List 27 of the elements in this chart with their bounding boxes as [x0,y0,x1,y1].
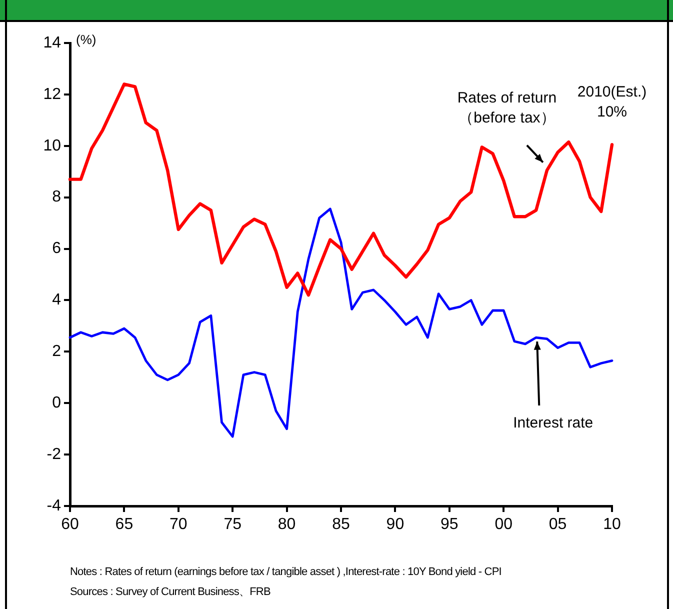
x-tick-label: 00 [494,516,513,534]
source-note: Sources : Survey of Current Business、FRB [70,585,272,600]
annotation: Interest rate [513,414,594,432]
y-tick-label: 2 [52,343,62,360]
x-tick-label: 90 [386,516,404,534]
x-tick-label: 80 [278,516,296,534]
x-tick-label: 05 [548,516,567,534]
y-tick-label: 0 [52,394,62,412]
text: Notes : Rates of return (earnings before tax / tangible asset ) ,Interest-rate : 10Y Bond yield - CPI [70,565,502,580]
annotation: Rates of return （before tax） [457,89,557,126]
x-tick-label: 95 [440,516,458,534]
y-axis-title: (%) [76,32,96,48]
x-tick-label: 65 [115,516,134,534]
x-tick-label: 75 [224,516,242,534]
y-tick-label: 10 [43,137,62,154]
annotation: 2010(Est.) 10% [577,84,647,121]
y-tick-label: 6 [52,240,62,258]
y-tick-label: 14 [43,34,62,52]
y-tick-label: 8 [52,188,62,206]
x-tick-label: 85 [332,516,350,534]
y-tick-label: 4 [52,292,62,309]
x-tick-label: 60 [61,516,79,534]
y-tick-label: -4 [46,497,62,514]
x-tick-label: 70 [170,516,188,534]
y-tick-label: 12 [43,86,62,103]
y-tick-label: -2 [46,446,62,463]
x-tick-label: 10 [603,516,621,534]
